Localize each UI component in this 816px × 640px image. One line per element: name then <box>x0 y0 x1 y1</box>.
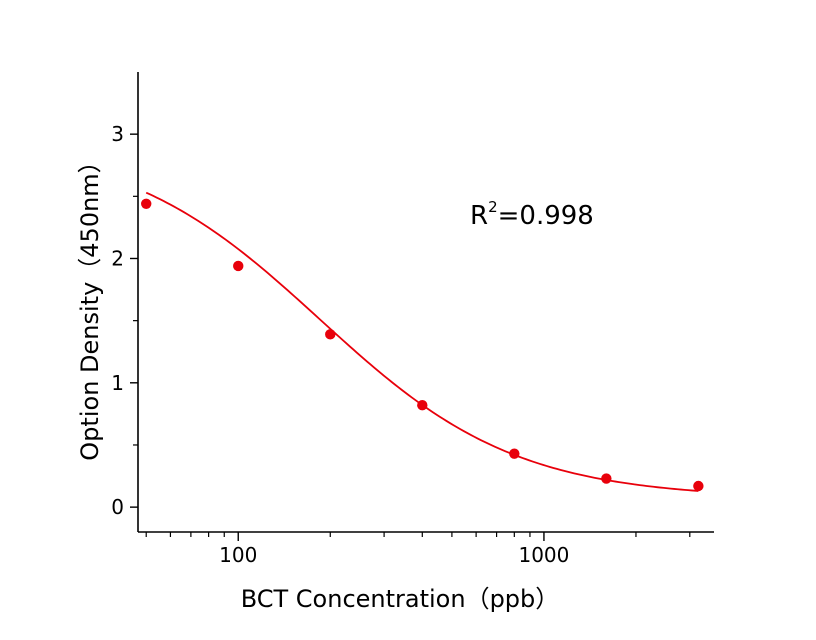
axes: 0 1 2 3 100 1000 <box>111 72 714 567</box>
r-squared-base: R <box>470 201 488 231</box>
r-squared-annotation: R2=0.998 <box>470 198 594 231</box>
data-point <box>693 480 704 492</box>
y-tick-label: 0 <box>111 495 124 519</box>
data-point <box>509 448 520 459</box>
x-tick-label: 1000 <box>518 543 569 567</box>
fit-curve-group <box>145 191 699 492</box>
x-tick-label: 100 <box>219 543 257 567</box>
data-point <box>601 473 612 484</box>
fit-curve <box>145 191 699 492</box>
data-point <box>141 198 152 209</box>
y-tick-label: 2 <box>111 246 124 270</box>
y-tick-label: 1 <box>111 371 124 395</box>
x-axis-title: BCT Concentration（ppb） <box>241 585 560 613</box>
data-points <box>141 198 704 492</box>
data-point <box>233 260 244 272</box>
y-tick-label: 3 <box>111 122 124 146</box>
data-point <box>417 399 428 411</box>
r-squared-value: =0.998 <box>498 201 594 231</box>
y-axis-title: Option Density（450nm） <box>76 149 104 460</box>
r-squared-sup: 2 <box>488 198 498 216</box>
data-point <box>325 329 336 340</box>
